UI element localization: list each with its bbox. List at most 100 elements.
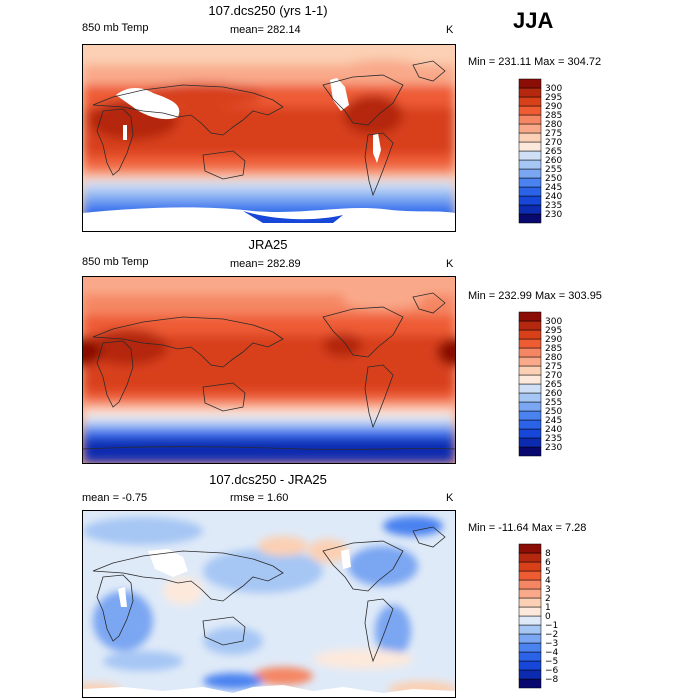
- colorbar-tick-label: 2: [545, 594, 551, 604]
- panel2-range: Min = 232.99 Max = 303.95: [468, 290, 602, 302]
- colorbar-swatch: [518, 177, 542, 188]
- panel1-colorbar-svg: 2302352402452502552602652702752802852902…: [518, 78, 562, 224]
- panel3-map-svg: [83, 511, 455, 697]
- colorbar-swatch: [518, 114, 542, 125]
- colorbar-swatch: [518, 633, 542, 644]
- colorbar-tick-label: 240: [545, 192, 562, 202]
- colorbar-tick-label: 8: [545, 549, 551, 559]
- colorbar-tick-label: 5: [545, 567, 551, 577]
- colorbar-tick-label: 230: [545, 443, 562, 453]
- colorbar-swatch: [518, 437, 542, 448]
- panel2-units: K: [446, 258, 454, 270]
- colorbar-swatch: [518, 365, 542, 376]
- panel2-colorbar-svg: 2302352402452502552602652702752802852902…: [518, 311, 562, 457]
- colorbar-tick-label: 6: [545, 558, 551, 568]
- colorbar-tick-label: 270: [545, 138, 562, 148]
- panel3-title: 107.dcs250 - JRA25: [209, 472, 327, 487]
- colorbar-swatch: [518, 561, 542, 572]
- colorbar-tick-label: 4: [545, 576, 551, 586]
- colorbar-swatch: [518, 374, 542, 385]
- colorbar-tick-label: 285: [545, 344, 562, 354]
- colorbar-tick-label: 275: [545, 129, 562, 139]
- colorbar-tick-label: 275: [545, 362, 562, 372]
- colorbar-tick-label: 285: [545, 111, 562, 121]
- panel3-map: [82, 510, 456, 698]
- colorbar-tick-label: 260: [545, 389, 562, 399]
- colorbar-swatch: [518, 78, 542, 89]
- colorbar-swatch: [518, 543, 542, 554]
- colorbar-tick-label: 0: [545, 612, 551, 622]
- colorbar-swatch: [518, 132, 542, 143]
- colorbar-swatch: [518, 150, 542, 161]
- colorbar-tick-label: 295: [545, 326, 562, 336]
- colorbar-tick-label: 235: [545, 434, 562, 444]
- panel3-range: Min = -11.64 Max = 7.28: [468, 522, 587, 534]
- colorbar-swatch: [518, 356, 542, 367]
- panel1-colorbar: 230 235 240 245 250 255 260 265 270 275 280 285 290 2…: [518, 78, 569, 225]
- colorbar-swatch: [518, 401, 542, 412]
- panel2-mean: mean= 282.89: [230, 258, 301, 270]
- colorbar-swatch: [518, 141, 542, 152]
- colorbar-tick-label: 250: [545, 174, 562, 184]
- colorbar-swatch: [518, 204, 542, 215]
- colorbar-tick-label: 245: [545, 183, 562, 193]
- colorbar-tick-label: −2: [545, 630, 558, 640]
- panel1-range: Min = 231.11 Max = 304.72: [468, 56, 602, 68]
- colorbar-swatch: [518, 588, 542, 599]
- colorbar-swatch: [518, 410, 542, 421]
- colorbar-swatch: [518, 669, 542, 680]
- colorbar-tick-label: 235: [545, 201, 562, 211]
- colorbar-tick-label: 265: [545, 380, 562, 390]
- panel2-map: [82, 276, 456, 464]
- panel3-mean: mean = -0.75: [82, 492, 148, 504]
- panel3-rmse: rmse = 1.60: [230, 492, 289, 504]
- colorbar-swatch: [518, 678, 542, 689]
- colorbar-swatch: [518, 87, 542, 98]
- colorbar-swatch: [518, 96, 542, 107]
- colorbar-swatch: [518, 570, 542, 581]
- colorbar-tick-label: 230: [545, 210, 562, 220]
- colorbar-swatch: [518, 105, 542, 116]
- colorbar-swatch: [518, 347, 542, 358]
- panel1-units: K: [446, 24, 454, 36]
- panel1-field-label: 850 mb Temp: [82, 22, 149, 34]
- panel1-map-svg: [83, 45, 455, 231]
- colorbar-swatch: [518, 606, 542, 617]
- panel2-colorbar: 230 235 240 245 250 255 260 265 270 275 280 285 290 2…: [518, 311, 569, 458]
- colorbar-tick-label: 250: [545, 407, 562, 417]
- colorbar-tick-label: 245: [545, 416, 562, 426]
- colorbar-swatch: [518, 392, 542, 403]
- colorbar-swatch: [518, 168, 542, 179]
- colorbar-swatch: [518, 446, 542, 457]
- colorbar-swatch: [518, 329, 542, 340]
- colorbar-tick-label: 290: [545, 335, 562, 345]
- colorbar-swatch: [518, 660, 542, 671]
- colorbar-tick-label: 255: [545, 398, 562, 408]
- colorbar-swatch: [518, 195, 542, 206]
- colorbar-tick-label: −4: [545, 648, 559, 658]
- colorbar-tick-label: 290: [545, 102, 562, 112]
- colorbar-swatch: [518, 579, 542, 590]
- colorbar-tick-label: 280: [545, 120, 562, 130]
- colorbar-swatch: [518, 311, 542, 322]
- colorbar-swatch: [518, 186, 542, 197]
- panel3-colorbar: −8 −6 −5 −4 −3 −2 −1 0 1 2 3 4 5 6 8: [518, 543, 569, 690]
- colorbar-tick-label: −8: [545, 675, 559, 685]
- panel1-map: [82, 44, 456, 232]
- colorbar-tick-label: 240: [545, 425, 562, 435]
- colorbar-tick-label: 1: [545, 603, 551, 613]
- colorbar-swatch: [518, 123, 542, 134]
- panel2-field-label: 850 mb Temp: [82, 256, 149, 268]
- colorbar-tick-label: −5: [545, 657, 558, 667]
- colorbar-swatch: [518, 597, 542, 608]
- colorbar-swatch: [518, 338, 542, 349]
- colorbar-swatch: [518, 651, 542, 662]
- colorbar-swatch: [518, 552, 542, 563]
- panel2-title: JRA25: [248, 237, 288, 252]
- colorbar-tick-label: 265: [545, 147, 562, 157]
- colorbar-swatch: [518, 615, 542, 626]
- panel3-units: K: [446, 492, 454, 504]
- colorbar-tick-label: 260: [545, 156, 562, 166]
- colorbar-swatch: [518, 624, 542, 635]
